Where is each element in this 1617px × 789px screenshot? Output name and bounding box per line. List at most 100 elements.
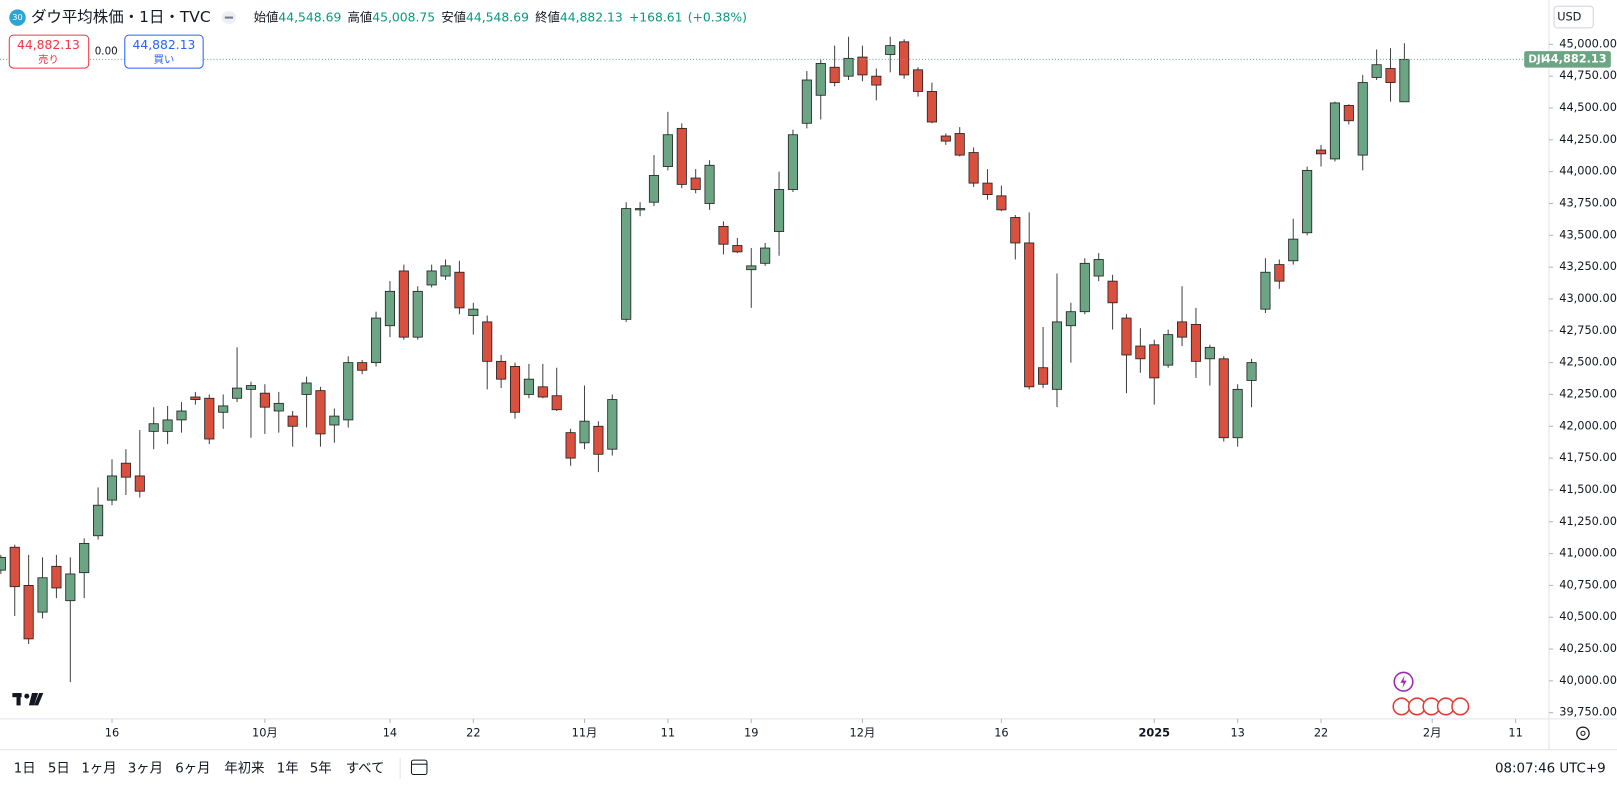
candle-body (482, 321, 493, 362)
candle-body (565, 432, 576, 459)
candle-body (662, 134, 673, 167)
candle-body (593, 425, 604, 455)
low-label: 安値 (441, 9, 466, 24)
candle-body (162, 419, 173, 432)
y-tick-label: 42,500.00 (1559, 355, 1617, 369)
candle-body (579, 420, 590, 444)
y-tick-label: 40,000.00 (1559, 673, 1617, 687)
us-flag-event[interactable] (1392, 697, 1411, 716)
candle-body (79, 542, 90, 574)
candle-body (1357, 82, 1368, 156)
range-button[interactable]: 年初来 (224, 760, 264, 776)
range-button[interactable]: 1ヶ月 (81, 761, 116, 776)
logo-part (24, 693, 30, 699)
time-axis: 16 10月 14 22 11月 11 19 12月 16 2025 13 22 2月 11 (105, 718, 1523, 739)
x-tick-label: 14 (383, 725, 397, 739)
candle-body (635, 208, 646, 211)
candle-body (509, 366, 521, 413)
candle-body (1371, 64, 1382, 78)
candle-body (232, 387, 243, 399)
candle-body (287, 415, 298, 427)
range-button[interactable]: 5年 (310, 760, 332, 776)
range-button[interactable]: 3ヶ月 (128, 761, 163, 776)
x-tick-label: 13 (1230, 725, 1244, 739)
range-button[interactable]: 1年 (277, 760, 299, 776)
range-button[interactable]: 5日 (48, 761, 70, 776)
candle-body (537, 386, 548, 398)
candle-body (176, 410, 187, 421)
candle-body (218, 405, 229, 413)
y-tick-label: 41,500.00 (1559, 482, 1617, 496)
candle-body (871, 75, 882, 86)
tv-logo (12, 693, 44, 706)
range-button[interactable]: 6ヶ月 (175, 761, 210, 776)
high-label: 高値 (348, 9, 373, 24)
range-button[interactable]: すべて (346, 760, 385, 776)
badge-text: 30 (12, 12, 22, 22)
candle-body (329, 415, 340, 426)
y-tick-label: 44,500.00 (1559, 100, 1617, 114)
candle-body (370, 317, 382, 364)
candle-body (690, 177, 701, 190)
economic-events[interactable] (1392, 697, 1470, 716)
price-axis: 39,750.00 40,000.00 40,250.00 40,500.00 40,7… (1548, 36, 1617, 719)
settings-icon[interactable] (1576, 726, 1590, 741)
candle-body (1093, 259, 1104, 277)
candle-body (899, 41, 910, 76)
candle-body (523, 378, 534, 395)
currency[interactable]: USD (1557, 10, 1581, 24)
candle-body (621, 208, 632, 320)
sell-button[interactable] (8, 34, 90, 69)
close-value: 44,882.13 (560, 10, 623, 24)
x-tick-label: 11 (661, 725, 675, 739)
candle-body (1385, 68, 1396, 83)
y-tick-label: 40,750.00 (1559, 577, 1617, 591)
date-range-icon[interactable] (410, 759, 428, 776)
candle-body (926, 91, 937, 123)
currency-button[interactable] (1553, 5, 1594, 29)
open-value: 44,548.69 (278, 10, 341, 24)
spread: 0.00 (95, 46, 118, 58)
logo-part (34, 693, 44, 706)
candle-body (982, 182, 993, 195)
candle-body (648, 175, 660, 203)
candle-body (954, 133, 965, 156)
close-label: 終値 (535, 9, 560, 24)
buy-price[interactable]: 44,882.13 (133, 38, 196, 52)
y-tick-label: 39,750.00 (1559, 705, 1617, 719)
y-tick-label: 43,500.00 (1559, 227, 1617, 241)
clock[interactable]: 08:07:46 UTC+9 (1495, 761, 1606, 776)
y-tick-label: 45,000.00 (1559, 36, 1617, 50)
candle-body (1135, 345, 1146, 360)
candle-body (9, 546, 20, 588)
candle-body (1051, 321, 1063, 390)
symbol-title[interactable]: ダウ平均株価・1日・TVC (31, 8, 211, 26)
candle-body (440, 265, 451, 277)
candle-body (1107, 280, 1118, 304)
candle-body (148, 423, 159, 432)
x-tick-label: 22 (466, 725, 480, 739)
y-tick-label: 43,750.00 (1559, 195, 1617, 209)
candle-body (787, 134, 799, 190)
candle-body (398, 270, 409, 338)
sell-label[interactable]: 売り (38, 53, 59, 66)
y-tick-label: 41,000.00 (1559, 546, 1617, 560)
us-flag-event[interactable] (1451, 697, 1470, 716)
range-button[interactable]: 1日 (14, 761, 36, 776)
sell-price[interactable]: 44,882.13 (17, 38, 80, 52)
open-label: 始値 (254, 9, 279, 24)
candle-body (1343, 105, 1354, 122)
change-pct: (+0.38%) (688, 10, 747, 24)
candle-body (1315, 149, 1327, 155)
candle-body (1274, 264, 1285, 282)
candle-body (1121, 317, 1132, 356)
buy-label[interactable]: 買い (154, 54, 175, 66)
x-tick-label: 11 (1508, 725, 1522, 739)
price-axis-panel (1548, 0, 1617, 719)
candle-body (1218, 358, 1229, 439)
candle-body (454, 271, 465, 309)
buy-button[interactable] (124, 34, 204, 69)
candle-body (412, 290, 423, 338)
x-tick-label: 19 (744, 725, 758, 739)
